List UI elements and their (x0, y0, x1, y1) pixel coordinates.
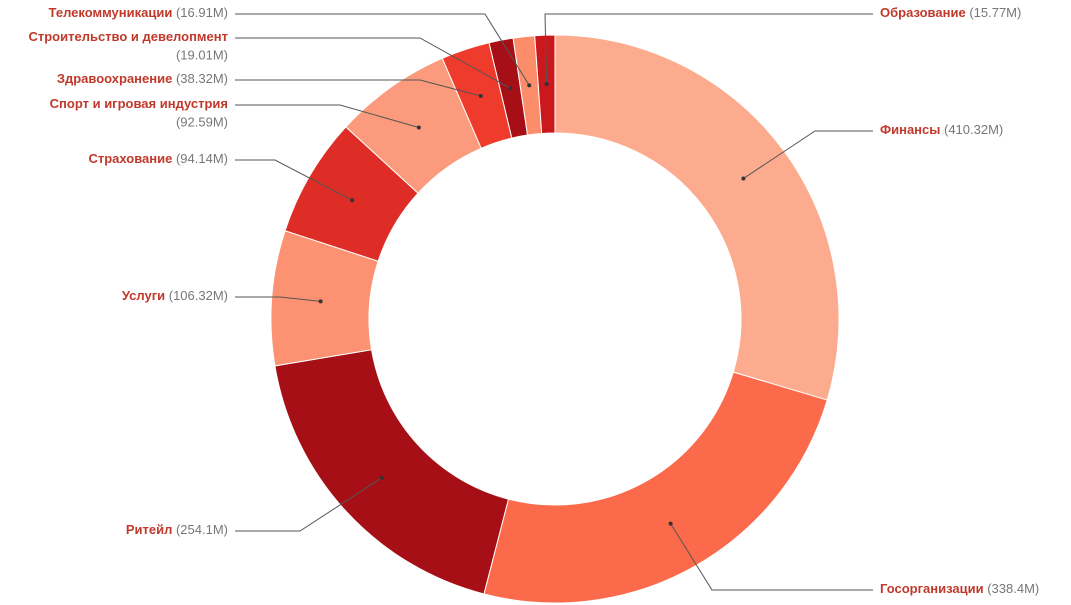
leader-dot (527, 83, 532, 88)
category-name: Строительство и девелопмент (28, 29, 228, 44)
category-name: Здравоохранение (57, 71, 173, 86)
leader-dot (508, 86, 513, 91)
category-name: Спорт и игровая индустрия (50, 96, 228, 111)
leader-line (544, 13, 873, 85)
slice-label: Финансы (410.32M) (880, 122, 1003, 137)
slice-label: Спорт и игровая индустрия (50, 96, 228, 111)
category-name: Телекоммуникации (49, 5, 173, 20)
category-name: Госорганизации (880, 581, 984, 596)
leader-line (235, 13, 530, 86)
leader-line (235, 159, 353, 201)
leader-line (235, 79, 481, 97)
slice-label: Телекоммуникации (16.91M) (49, 5, 228, 20)
leader-dot (379, 475, 384, 480)
slice (554, 34, 840, 401)
slice-label: Страхование (94.14M) (88, 151, 228, 166)
value-label: (38.32M) (176, 71, 228, 86)
value-label: (410.32M) (944, 122, 1003, 137)
value-label: (94.14M) (176, 151, 228, 166)
value-label: (254.1M) (176, 522, 228, 537)
slice-label: Ритейл (254.1M) (126, 522, 228, 537)
leader-line (235, 104, 419, 128)
leader-line (743, 130, 873, 179)
value-label: (16.91M) (176, 5, 228, 20)
leader-dot (741, 176, 746, 181)
leader-dot (318, 299, 323, 304)
value-label: (92.59M) (176, 114, 228, 129)
leader-dot (544, 82, 549, 87)
slice (483, 371, 828, 604)
leader-dot (478, 94, 483, 99)
leader-dot (668, 521, 673, 526)
leader-line (235, 296, 321, 302)
category-name: Образование (880, 5, 966, 20)
slice-label: Услуги (106.32M) (122, 288, 228, 303)
slice-label: Строительство и девелопмент (28, 29, 228, 44)
category-name: Услуги (122, 288, 165, 303)
leader-line (670, 523, 873, 591)
slice-label: Госорганизации (338.4M) (880, 581, 1039, 596)
slice-label: Образование (15.77M) (880, 5, 1021, 20)
leader-line (235, 477, 383, 532)
leader-dot (416, 125, 421, 130)
value-label: (106.32M) (169, 288, 228, 303)
slice-label: Здравоохранение (38.32M) (57, 71, 228, 86)
slice (274, 349, 510, 595)
value-label: (338.4M) (987, 581, 1039, 596)
category-name: Страхование (88, 151, 172, 166)
leader-line (235, 37, 511, 89)
value-label: (19.01M) (176, 47, 228, 62)
leader-dot (350, 198, 355, 203)
value-label: (15.77M) (969, 5, 1021, 20)
category-name: Ритейл (126, 522, 173, 537)
category-name: Финансы (880, 122, 940, 137)
